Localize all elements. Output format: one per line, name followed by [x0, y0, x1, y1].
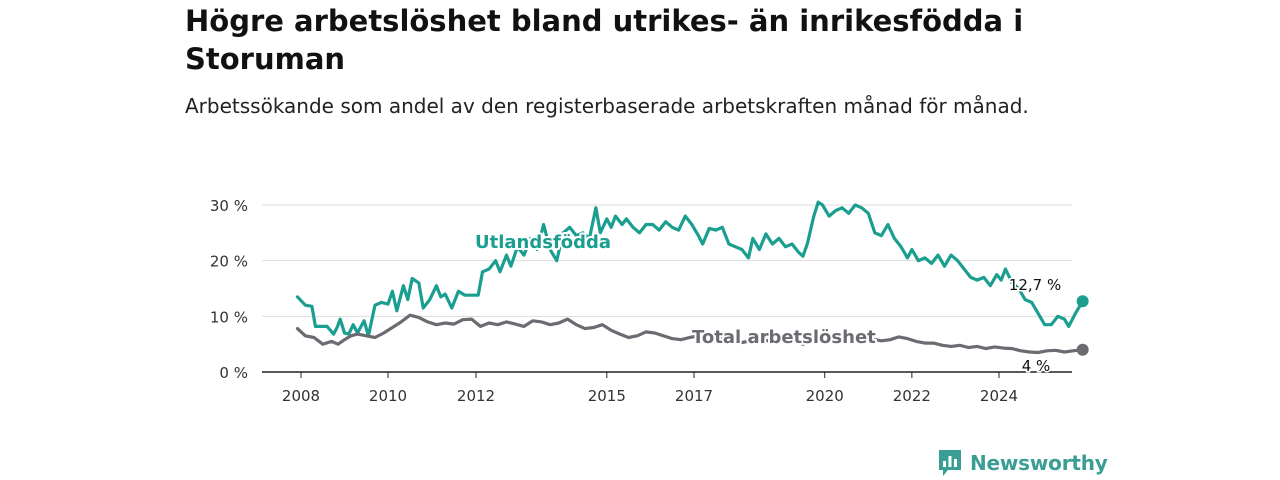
gridlines [262, 204, 1072, 317]
x-tick-label: 2015 [588, 387, 626, 405]
series-line-utlandsf-dda [295, 200, 1085, 338]
series-label-total-arbetsl-shet: Total arbetslöshet [692, 327, 876, 348]
end-value-label-total-arbetsl-shet: 4 % [1022, 357, 1051, 375]
y-axis: 0 % 10 % 20 % 30 % [210, 197, 248, 382]
brand-name: Newsworthy [970, 451, 1108, 475]
x-tick-label: 2008 [282, 387, 320, 405]
x-tick-label: 2010 [369, 387, 407, 405]
y-tick-label: 10 % [210, 308, 248, 326]
x-tick-label: 2020 [806, 387, 844, 405]
y-tick-label: 20 % [210, 253, 248, 271]
x-tick-label: 2022 [893, 387, 931, 405]
x-tick-label: 2012 [457, 387, 495, 405]
chart-title: Högre arbetslöshet bland utrikes- än inr… [185, 4, 1024, 76]
series-label-utlandsf-dda: Utlandsfödda [475, 232, 611, 253]
line-chart: 0 % 10 % 20 % 30 % 2008 2010 2012 2015 2017 2020… [210, 197, 1089, 405]
end-point-utlandsf-dda [1076, 295, 1089, 308]
x-tick-label: 2017 [675, 387, 713, 405]
series-labels: Utlandsfödda Total arbetslöshet 12,7 % 4 % [473, 230, 1063, 377]
series-lines [295, 200, 1089, 356]
x-tick-label: 2024 [980, 387, 1018, 405]
newsworthy-logo-icon [939, 450, 961, 476]
series-line-total-arbetsl-shet [295, 313, 1085, 355]
x-axis: 2008 2010 2012 2015 2017 2020 2022 2024 [262, 371, 1072, 405]
chart-subtitle: Arbetssökande som andel av den registerb… [185, 94, 1029, 118]
end-point-total-arbetsl-shet [1076, 343, 1089, 356]
brand-logo: Newsworthy [937, 447, 1108, 479]
y-tick-label: 30 % [210, 197, 248, 215]
y-tick-label: 0 % [219, 364, 248, 382]
end-value-label-utlandsf-dda: 12,7 % [1009, 276, 1061, 294]
